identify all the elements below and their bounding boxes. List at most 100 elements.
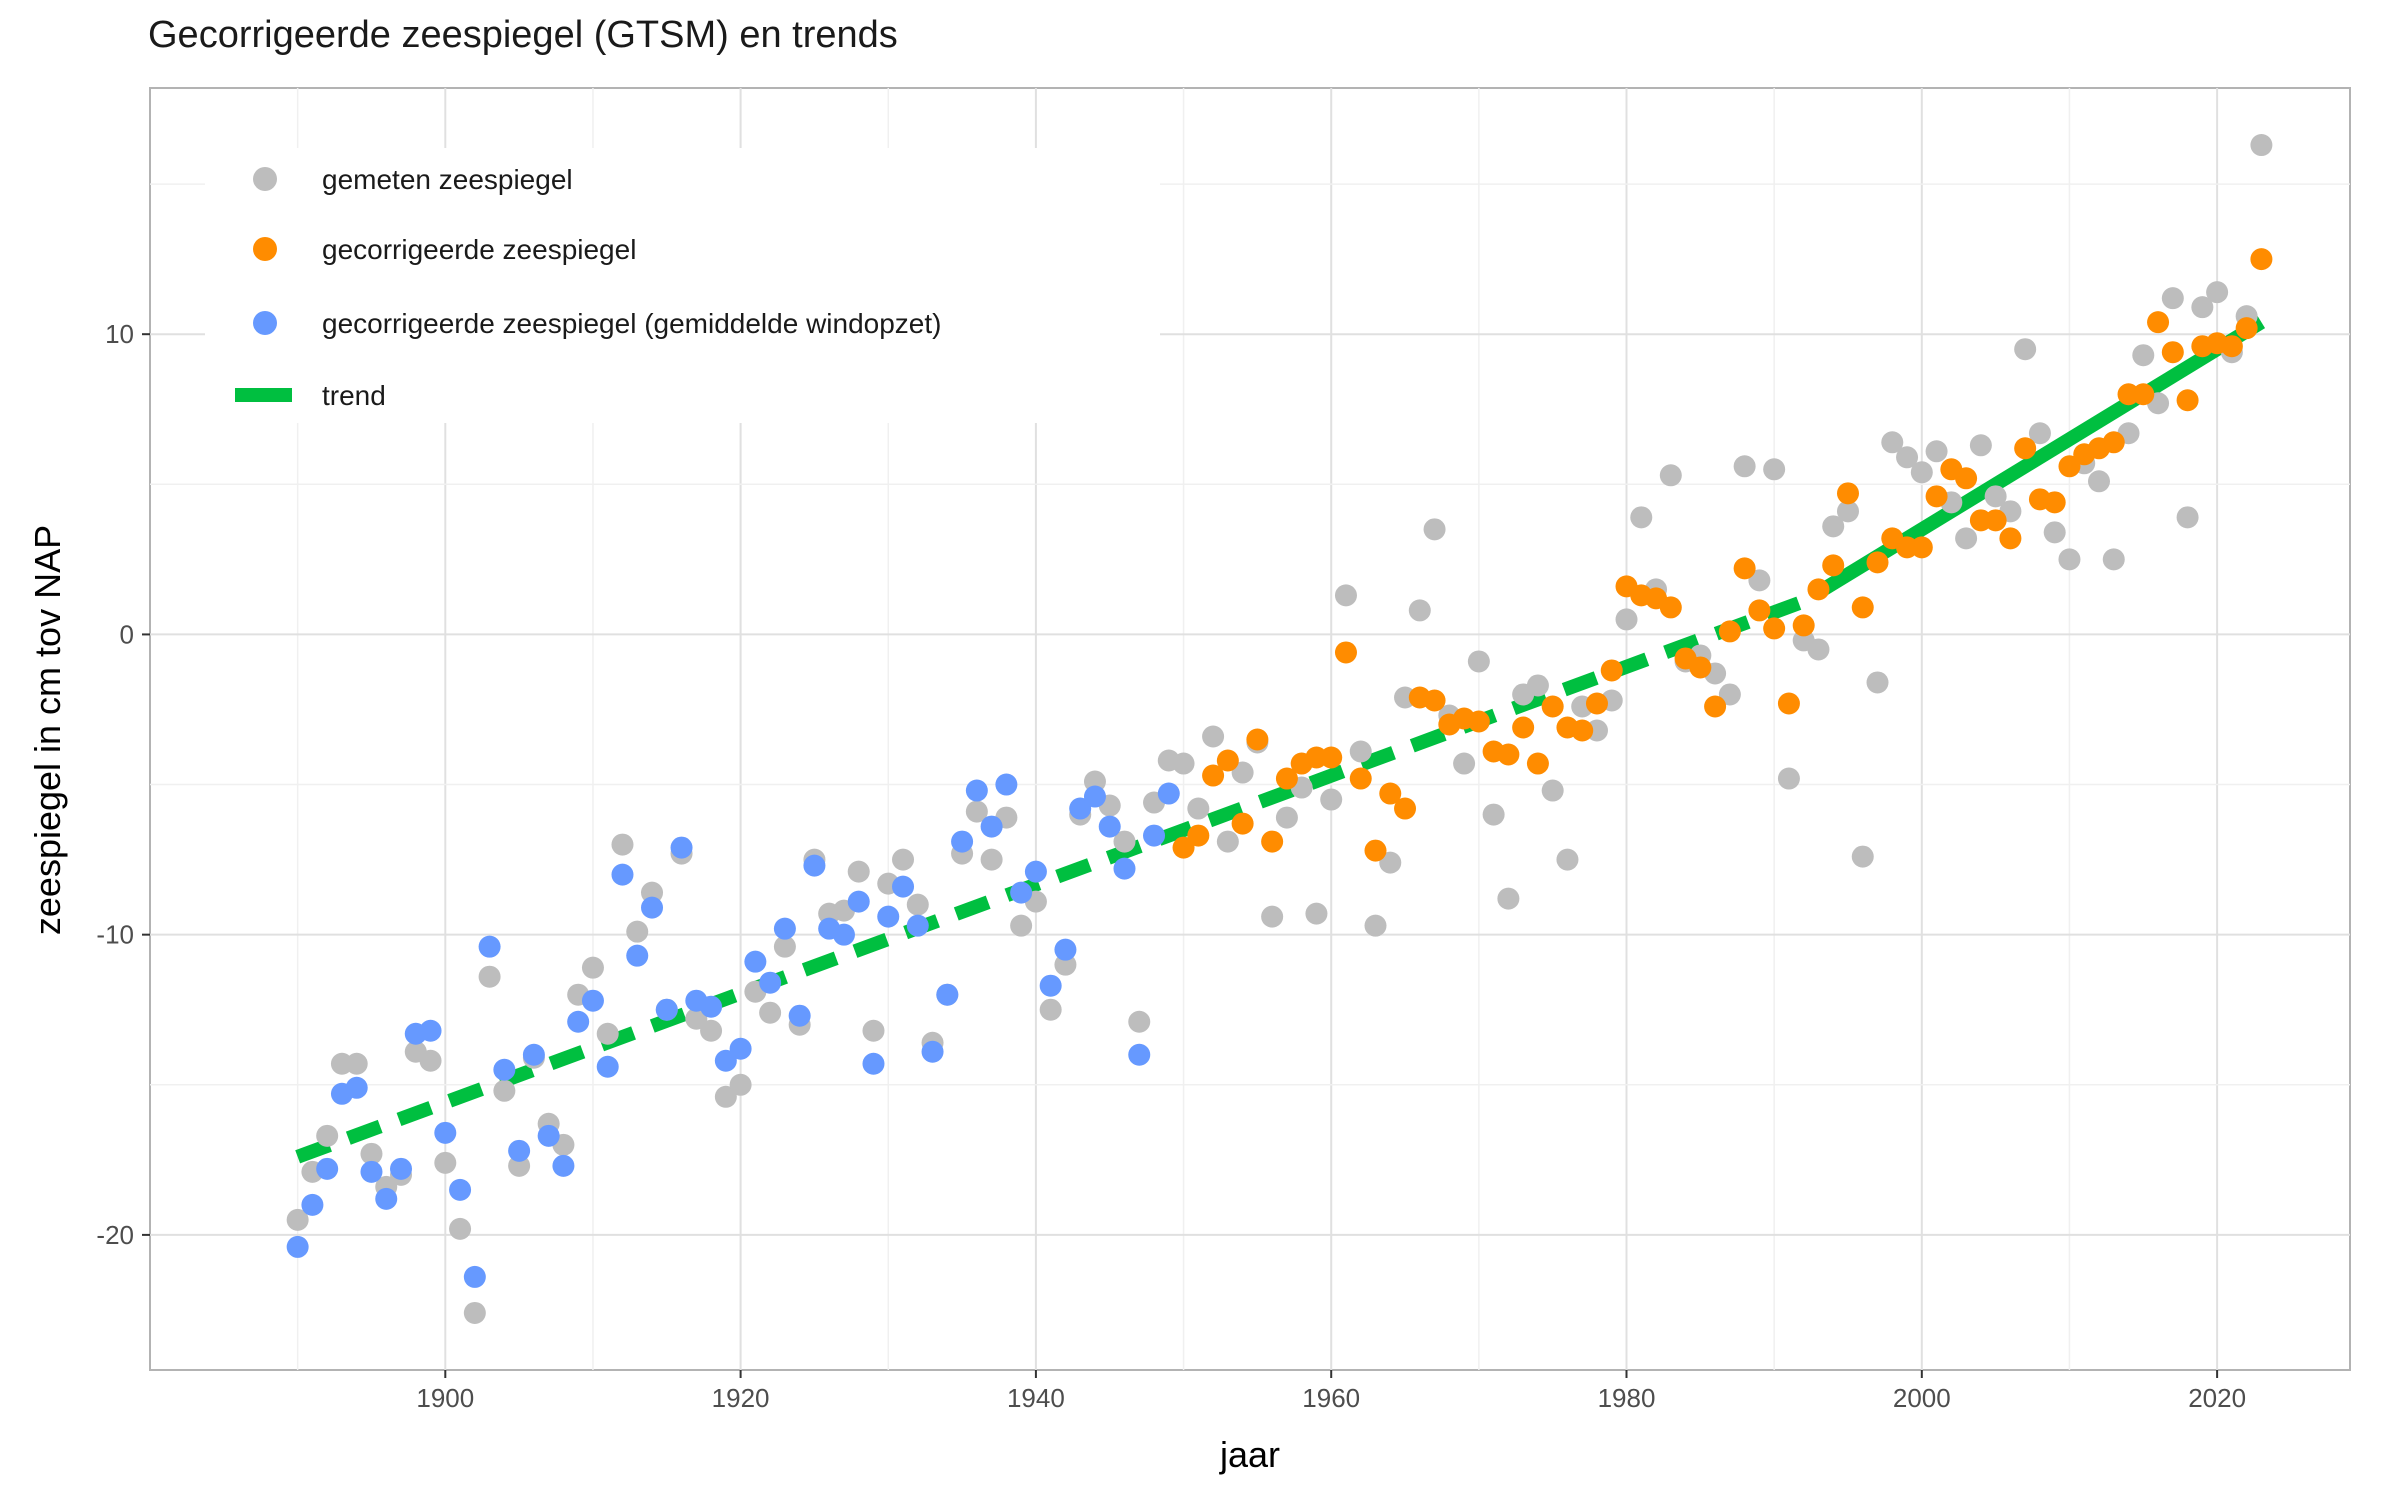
point-measured [2043,521,2066,544]
point-corrected-mean-wind [936,983,959,1006]
point-measured [1216,830,1239,853]
point-corrected-mean-wind [463,1265,486,1288]
point-corrected-mean-wind [714,1049,737,1072]
point-corrected-mean-wind [670,836,693,859]
point-corrected [1910,536,1933,559]
point-corrected-mean-wind [906,914,929,937]
point-corrected-mean-wind [1069,797,1092,820]
point-corrected [1733,557,1756,580]
point-measured [2028,422,2051,445]
point-measured [906,893,929,916]
point-measured [360,1142,383,1165]
point-measured [1305,902,1328,925]
point-measured [1202,725,1225,748]
axes: 1900 1920 1940 1960 1980 2000 2020 -20 -10 0 10 [96,319,2246,1413]
point-measured [685,1007,708,1030]
point-measured [2176,506,2199,529]
point-measured [2206,281,2229,304]
legend: gemeten zeespiegel gecorrigeerde zeespie… [205,148,1160,423]
point-corrected-mean-wind [537,1124,560,1147]
point-corrected-mean-wind [744,950,767,973]
x-tick-label: 2000 [1893,1383,1951,1413]
point-measured [1349,740,1372,763]
point-corrected-mean-wind [773,917,796,940]
point-corrected [1187,824,1210,847]
point-measured [1866,671,1889,694]
point-measured [1822,515,1845,538]
point-corrected [2058,455,2081,478]
point-measured [1984,485,2007,508]
point-corrected [1394,797,1417,820]
point-corrected-mean-wind [375,1187,398,1210]
point-measured [478,965,501,988]
point-corrected-mean-wind [995,773,1018,796]
x-tick-label: 1940 [1007,1383,1065,1413]
point-measured [2132,344,2155,367]
point-corrected-mean-wind [1098,815,1121,838]
point-measured [1969,434,1992,457]
point-measured [581,956,604,979]
point-corrected-mean-wind [1157,782,1180,805]
y-tick-label: -20 [96,1220,134,1250]
point-measured [449,1217,472,1240]
y-tick-label: -10 [96,920,134,950]
x-tick-label: 1980 [1598,1383,1656,1413]
point-corrected [2102,431,2125,454]
y-axis-title: zeespiegel in cm tov NAP [27,525,68,935]
point-measured [1128,1010,1151,1033]
point-measured [2014,338,2037,361]
point-corrected [1497,743,1520,766]
point-corrected-mean-wind [980,815,1003,838]
point-measured [1556,848,1579,871]
point-corrected [1807,578,1830,601]
point-corrected-mean-wind [832,923,855,946]
point-corrected-mean-wind [921,1040,944,1063]
point-measured [1320,788,1343,811]
point-corrected [1423,689,1446,712]
point-corrected-mean-wind [567,1010,590,1033]
x-tick-label: 1920 [712,1383,770,1413]
point-measured [892,848,915,871]
point-measured [611,833,634,856]
point-corrected-mean-wind [847,890,870,913]
point-corrected [1334,641,1357,664]
point-measured [2250,134,2273,157]
point-corrected [1349,767,1372,790]
point-corrected-mean-wind [892,875,915,898]
point-measured [1364,914,1387,937]
point-measured [1408,599,1431,622]
point-corrected-mean-wind [700,995,723,1018]
point-corrected [1836,482,1859,505]
point-corrected-mean-wind [286,1235,309,1258]
point-measured [1896,446,1919,469]
point-measured [980,848,1003,871]
point-measured [1275,806,1298,829]
point-corrected [1512,716,1535,739]
legend-label-trend: trend [322,380,386,411]
data-points [286,134,2273,1324]
point-measured [626,920,649,943]
point-corrected-mean-wind [390,1157,413,1180]
point-corrected-mean-wind [1024,860,1047,883]
point-measured [316,1124,339,1147]
point-corrected-mean-wind [493,1058,516,1081]
point-corrected [2235,317,2258,340]
point-corrected [1777,692,1800,715]
point-measured [700,1019,723,1042]
point-corrected [1246,728,1269,751]
point-corrected-mean-wind [301,1193,324,1216]
point-measured [773,935,796,958]
point-corrected-mean-wind [419,1019,442,1042]
point-corrected-mean-wind [1083,785,1106,808]
point-measured [2191,296,2214,319]
x-tick-label: 1960 [1302,1383,1360,1413]
point-corrected [1792,614,1815,637]
point-corrected-mean-wind [655,998,678,1021]
point-corrected-mean-wind [759,971,782,994]
point-measured [596,1022,619,1045]
point-measured [1659,464,1682,487]
legend-key-measured [253,167,277,191]
point-corrected-mean-wind [316,1157,339,1180]
point-corrected-mean-wind [345,1076,368,1099]
point-corrected [1261,830,1284,853]
